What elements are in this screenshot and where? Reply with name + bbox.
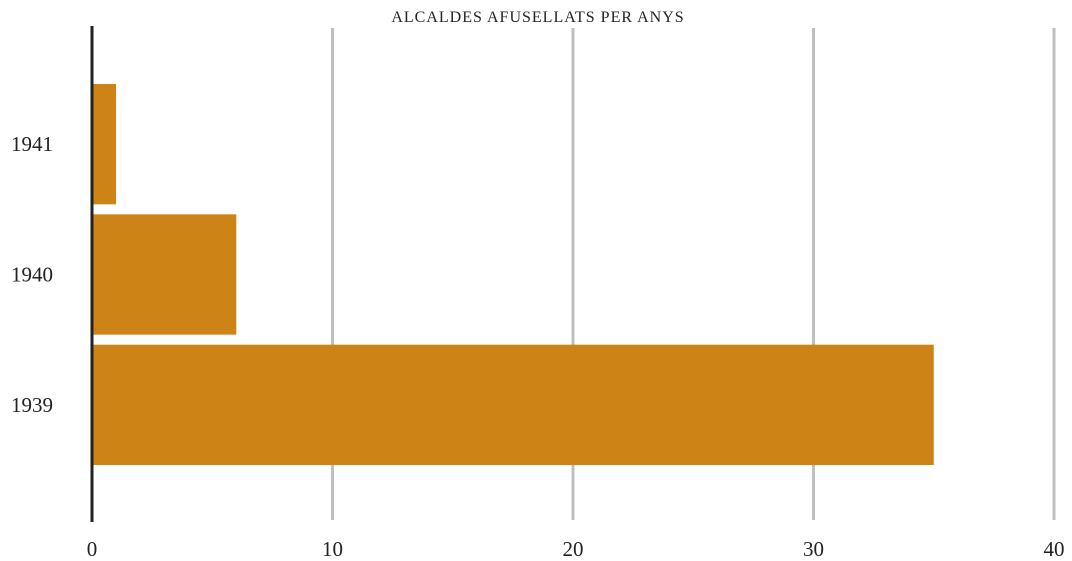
x-tick-label: 30 — [803, 537, 824, 561]
y-tick-label: 1939 — [11, 393, 53, 417]
bar — [92, 84, 117, 205]
x-tick-label: 40 — [1044, 537, 1065, 561]
bar — [92, 344, 934, 465]
x-axis: 0 10 20 30 40 — [87, 537, 1065, 561]
x-tick-label: 20 — [563, 537, 584, 561]
bar — [92, 214, 237, 335]
y-tick-label: 1940 — [11, 263, 53, 287]
bars — [92, 84, 934, 465]
x-tick-label: 10 — [322, 537, 343, 561]
y-axis: 1941 1940 1939 — [11, 26, 94, 522]
chart-title: ALCALDES AFUSELLATS PER ANYS — [391, 9, 684, 26]
y-tick-label: 1941 — [11, 132, 53, 156]
x-tick-label: 0 — [87, 537, 98, 561]
